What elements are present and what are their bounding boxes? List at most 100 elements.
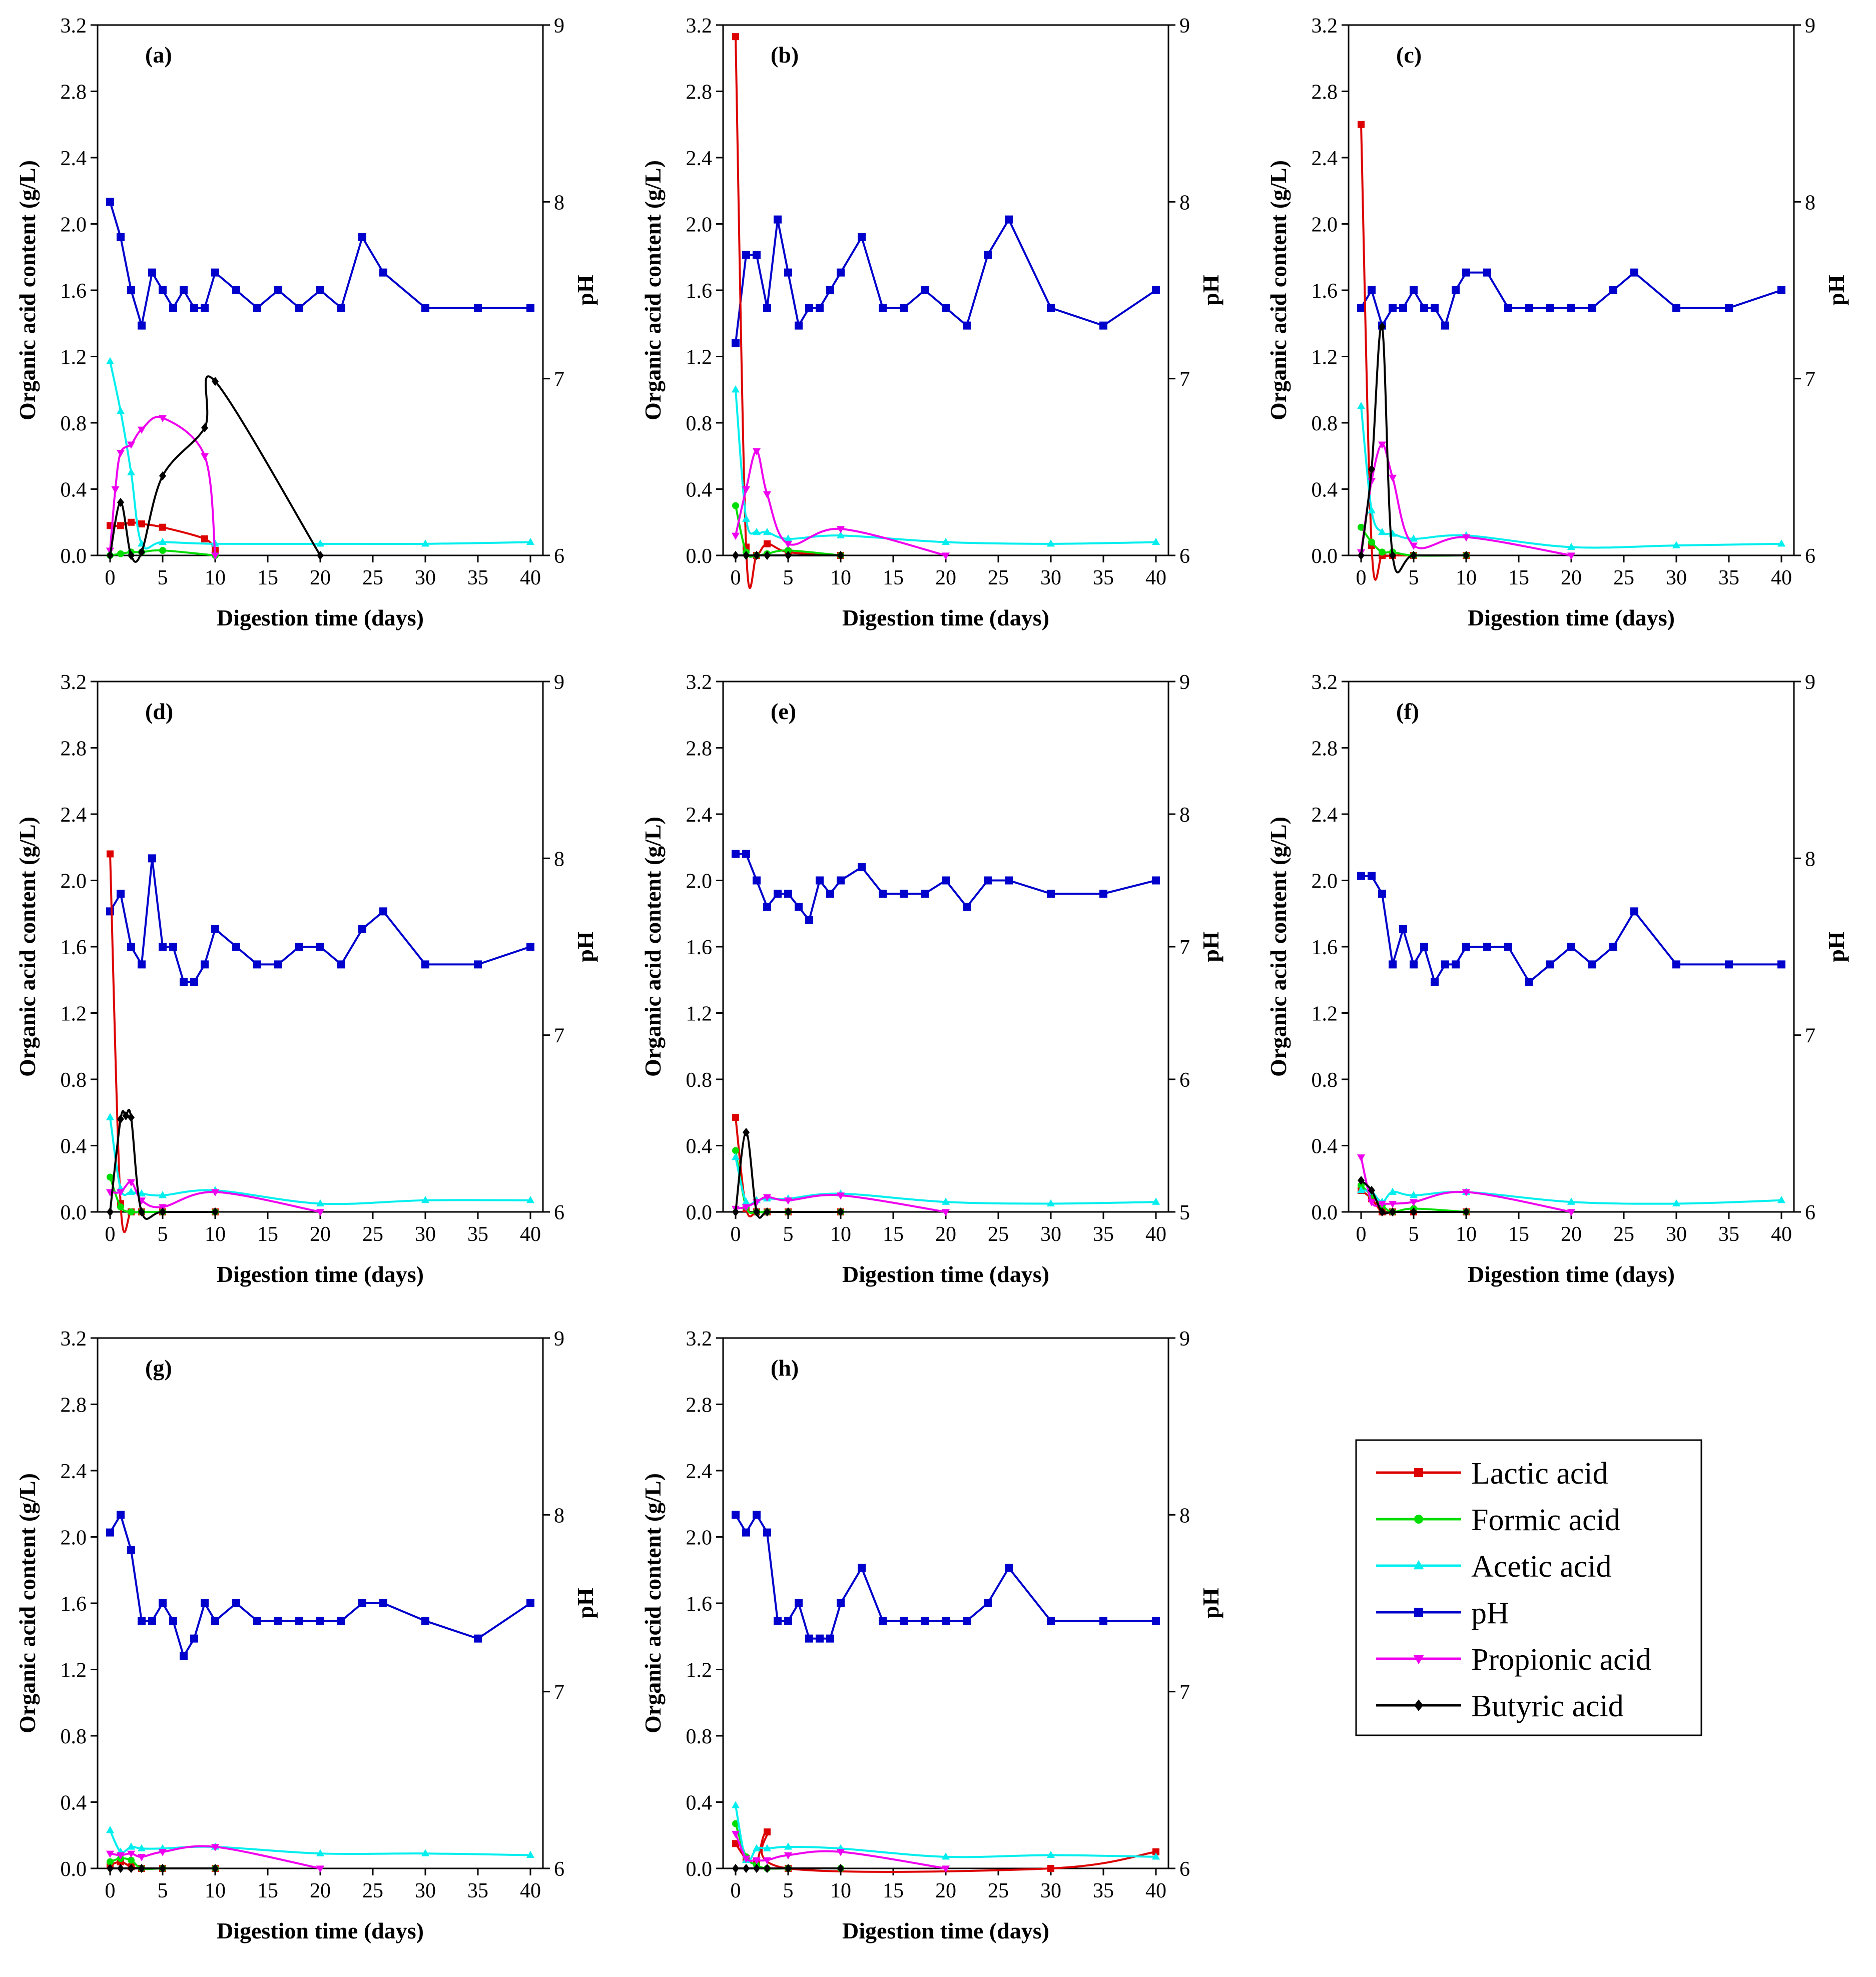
panel-label: (c) [1396,42,1422,68]
legend-box [1355,1439,1702,1736]
data-point-acetic-acid [1151,1197,1160,1205]
panel-label: (f) [1396,699,1419,724]
data-point-acetic-acid [106,1113,115,1120]
x-tick-label: 40 [1145,566,1166,589]
data-point-ph [1441,960,1449,969]
data-point-ph [421,1617,429,1625]
data-point-acetic-acid [127,1842,136,1850]
data-point-ph [900,890,908,898]
x-tick-label: 40 [520,566,541,589]
y-tick-label: 0.0 [61,1858,87,1881]
data-point-acetic-acid [1367,506,1376,514]
data-point-propionic-acid [742,1204,751,1211]
data-point-ph [106,1528,114,1537]
data-point-ph [295,943,303,951]
data-point-butyric-acid [1410,1207,1417,1217]
data-point-butyric-acid [117,1863,124,1873]
y-tick-label: 2.0 [61,214,87,237]
data-point-ph [879,304,887,312]
data-point-ph [379,268,387,277]
data-point-ph [1047,1617,1055,1625]
panel-d: 0 5 10 15 20 25 30 35 40 0.0 0.4 0.8 1.2 1.6 2.0 2.4 2.8… [15,671,598,1287]
y-tick-label: 2.4 [686,804,713,827]
data-point-ph [921,1617,929,1625]
data-point-propionic-acid [1388,1200,1397,1208]
series-ph [1357,872,1785,986]
data-point-ph [1588,304,1596,312]
data-point-ph [1152,286,1160,294]
data-point-acetic-acid [421,1849,430,1856]
data-point-acetic-acid [731,1152,740,1160]
y2-tick-label: 8 [1805,191,1815,214]
data-point-formic-acid [1368,538,1375,546]
data-point-ph [1368,286,1376,294]
x-tick-label: 10 [1456,1223,1477,1246]
data-point-ph [826,286,834,294]
data-point-butyric-acid [732,550,739,560]
data-point-ph [232,943,240,951]
data-point-ph [190,1634,198,1643]
series-butyric-acid [732,1863,844,1873]
data-point-butyric-acid [837,550,844,560]
y-tick-label: 2.8 [61,81,87,104]
data-point-butyric-acid [128,1113,135,1122]
panel-f: 0 5 10 15 20 25 30 35 40 0.0 0.4 0.8 1.2 1.6 2.0 2.4 2.8… [1266,671,1849,1287]
data-point-ph [201,1599,209,1607]
data-point-ph [232,286,240,294]
y2-tick-label: 6 [1179,1858,1190,1881]
x-tick-label: 40 [1771,566,1792,589]
y-tick-label: 3.2 [61,671,87,694]
series-line-ph [735,1514,1156,1640]
y-tick-label: 1.6 [1312,280,1338,303]
data-point-propionic-acid [1378,441,1387,449]
series-ph [732,850,1160,924]
y-tick-label: 0.4 [686,1792,713,1815]
series-line-ph [1361,875,1781,983]
series-line-ph [109,857,531,983]
data-point-butyric-acid [159,1863,166,1873]
data-point-propionic-acid [763,1194,772,1201]
y-tick-label: 1.6 [1312,936,1338,959]
data-point-ph [106,907,114,916]
data-point-ph [1725,304,1733,312]
data-point-propionic-acid [211,1189,220,1196]
y2-tick-label: 7 [554,368,564,391]
y2-axis-title: pH [572,931,598,962]
y-tick-label: 0.0 [1312,545,1338,568]
y-tick-label: 0.8 [1312,1069,1338,1092]
y-tick-label: 1.2 [686,1003,713,1026]
data-point-ph [900,304,908,312]
data-point-butyric-acid [743,550,750,560]
y2-tick-label: 7 [1179,936,1190,959]
data-point-ph [169,1617,177,1625]
data-point-ph [879,890,887,898]
x-tick-label: 0 [105,1223,116,1246]
y-tick-label: 1.2 [61,1003,87,1026]
data-point-acetic-acid [316,1849,325,1856]
data-point-ph [837,268,845,277]
y-tick-label: 1.6 [686,936,713,959]
data-point-ph [159,286,167,294]
data-point-butyric-acid [753,1863,760,1873]
data-point-ph [316,286,324,294]
y2-tick-label: 6 [1805,1201,1815,1224]
data-point-acetic-acid [731,385,740,393]
y-tick-label: 2.0 [61,1527,87,1550]
data-point-ph [774,890,782,898]
y-axis-title: Organic acid content (g/L) [1266,160,1291,420]
data-point-formic-acid [1379,548,1386,556]
y-tick-label: 2.4 [61,1460,87,1483]
data-point-lactic-acid [732,33,739,41]
data-point-propionic-acid [127,441,136,449]
data-point-butyric-acid [785,550,792,560]
data-point-ph [1431,304,1439,312]
data-point-ph [858,863,866,871]
y-tick-label: 2.8 [61,1394,87,1417]
data-point-ph [1099,890,1107,898]
data-point-propionic-acid [127,1850,136,1858]
x-tick-label: 35 [1093,1223,1114,1246]
y2-tick-label: 7 [1805,1025,1815,1048]
data-point-ph [1431,978,1439,986]
data-point-acetic-acid [1409,534,1418,542]
x-tick-label: 5 [158,1879,168,1902]
